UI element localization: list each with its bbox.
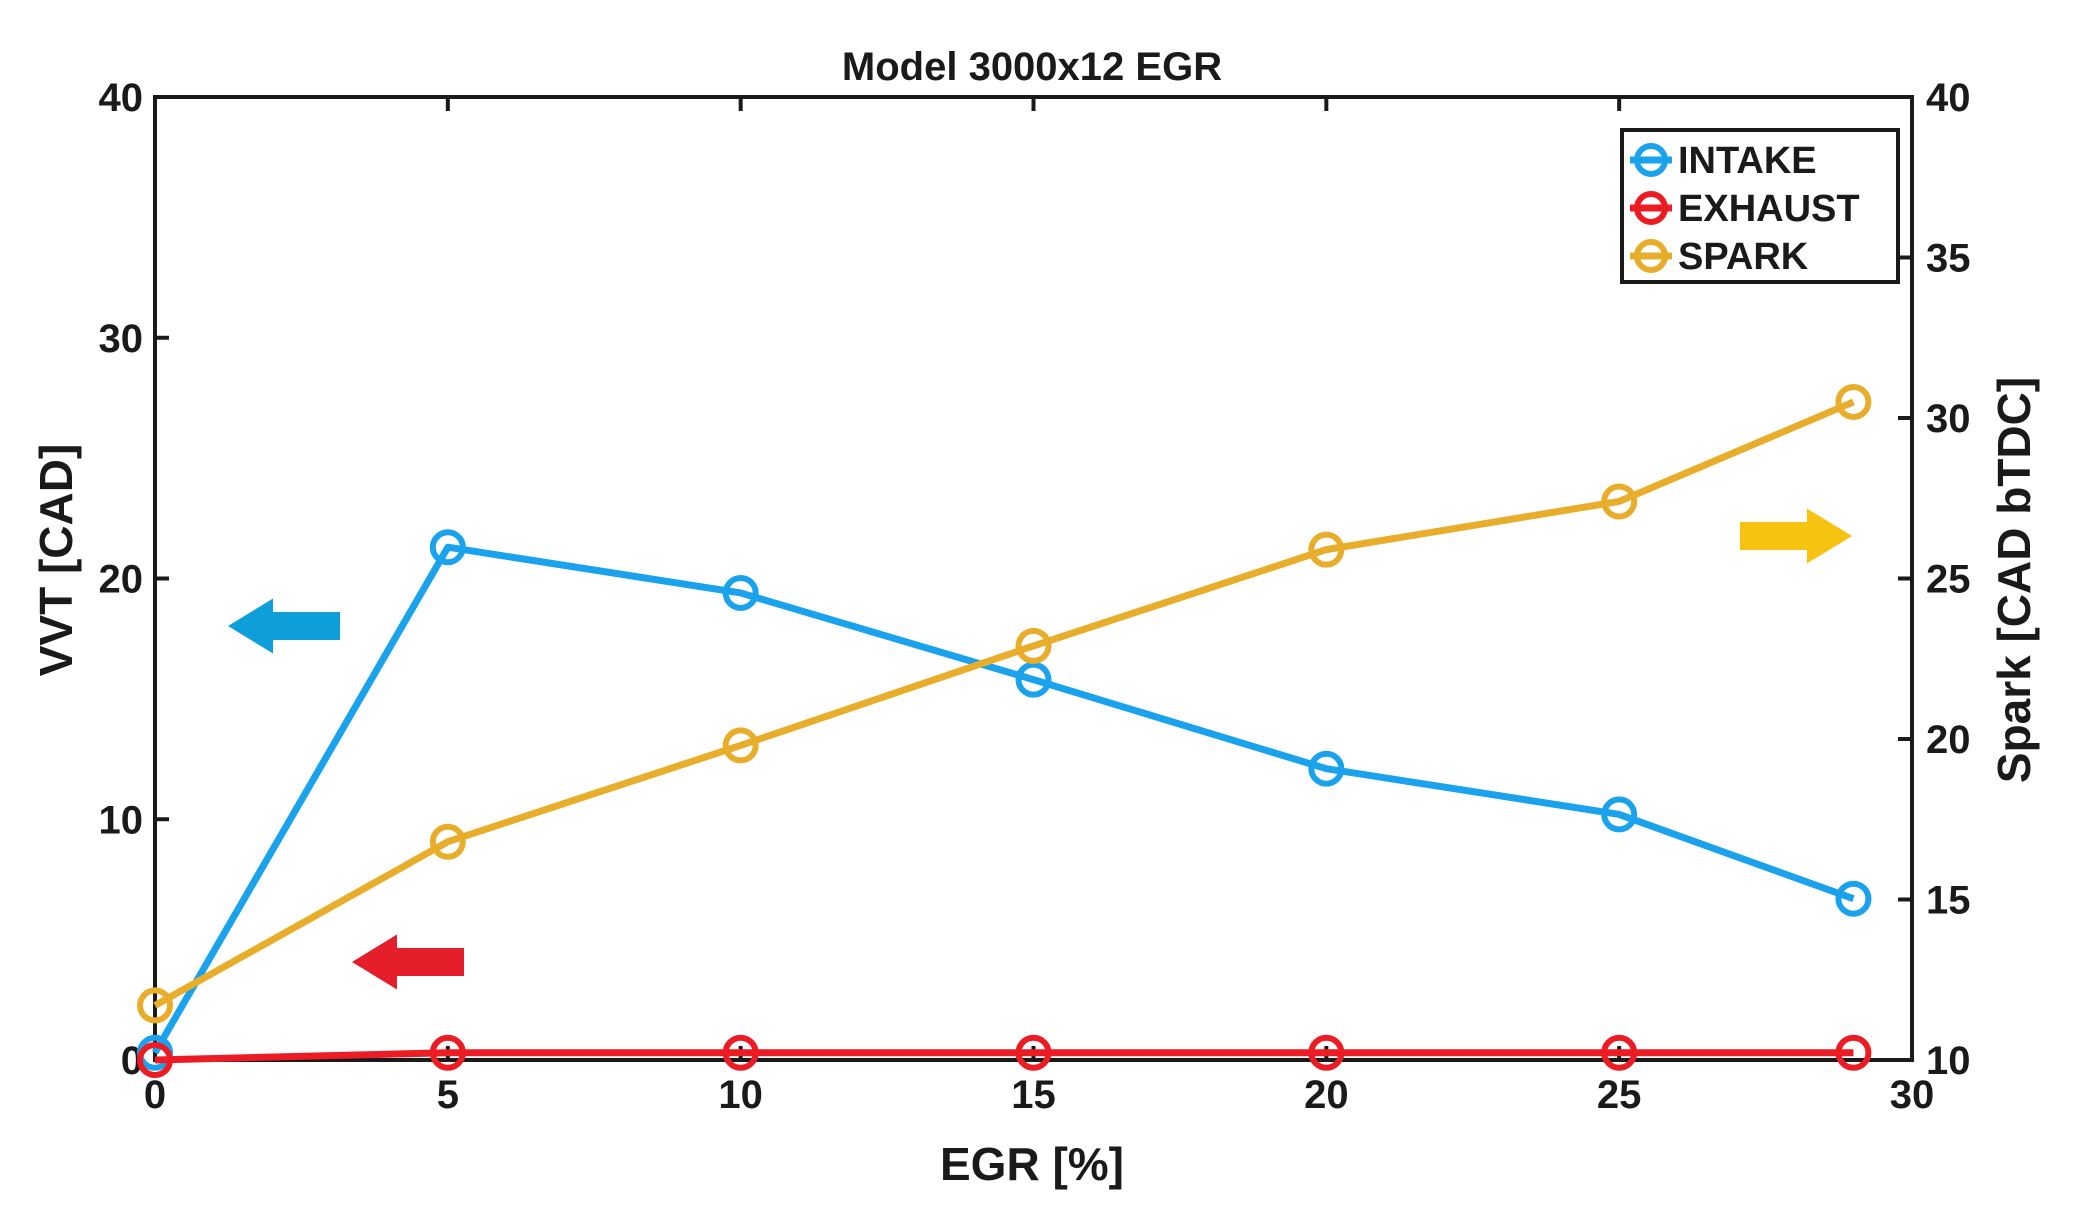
data-point bbox=[429, 823, 466, 860]
data-point bbox=[1015, 1034, 1052, 1071]
data-point bbox=[1601, 1034, 1638, 1071]
data-point bbox=[722, 727, 759, 764]
y-left-tick-label: 20 bbox=[99, 558, 144, 602]
data-point bbox=[1601, 483, 1638, 520]
x-tick-label: 25 bbox=[1597, 1073, 1642, 1117]
chart-title: Model 3000x12 EGR bbox=[842, 45, 1222, 89]
legend-label: EXHAUST bbox=[1678, 188, 1860, 230]
data-point bbox=[722, 1034, 759, 1071]
legend-label: INTAKE bbox=[1678, 140, 1817, 182]
series-line bbox=[153, 398, 1855, 1009]
data-point bbox=[1308, 750, 1345, 787]
data-point bbox=[1835, 880, 1872, 917]
legend-marker bbox=[1634, 191, 1668, 225]
series-exhaust bbox=[137, 1034, 1872, 1078]
x-tick-label: 5 bbox=[437, 1073, 459, 1117]
data-point bbox=[1835, 1034, 1872, 1071]
x-tick-label: 10 bbox=[718, 1073, 763, 1117]
y-right-tick-label: 25 bbox=[1926, 558, 1971, 602]
y-right-tick-label: 10 bbox=[1926, 1039, 1971, 1083]
y-right-axis-label: Spark [CAD bTDC] bbox=[1988, 377, 2040, 783]
series-spark bbox=[137, 383, 1872, 1024]
data-point bbox=[137, 1042, 173, 1078]
y-left-tick-label: 30 bbox=[99, 317, 144, 361]
data-point bbox=[1601, 796, 1638, 833]
series-intake bbox=[137, 529, 1872, 1071]
x-tick-label: 20 bbox=[1304, 1073, 1349, 1117]
legend-marker bbox=[1634, 239, 1668, 273]
y-right-tick-label: 15 bbox=[1926, 879, 1971, 923]
series-line bbox=[154, 1049, 1854, 1064]
data-point bbox=[137, 987, 173, 1024]
data-point bbox=[429, 529, 466, 566]
data-point bbox=[722, 574, 759, 611]
y-left-axis-label: VVT [CAD] bbox=[30, 444, 82, 677]
legend-entry-exhaust: EXHAUST bbox=[1630, 188, 1860, 230]
legend: INTAKE EXHAUST SPARK bbox=[1620, 128, 1900, 284]
y-right-tick-label: 20 bbox=[1926, 718, 1971, 762]
data-point bbox=[1835, 383, 1872, 420]
y-right-tick-label: 30 bbox=[1926, 397, 1971, 441]
legend-entry-spark: SPARK bbox=[1630, 236, 1809, 278]
x-axis-label: EGR [%] bbox=[940, 1138, 1124, 1190]
data-point bbox=[1308, 1034, 1345, 1071]
data-point bbox=[429, 1034, 466, 1071]
data-point bbox=[1308, 531, 1345, 568]
y-left-tick-label: 40 bbox=[99, 76, 144, 120]
data-point bbox=[1015, 627, 1052, 664]
y-right-tick-label: 40 bbox=[1926, 76, 1971, 120]
legend-marker bbox=[1634, 143, 1668, 177]
arrow-right-spark-icon bbox=[1740, 508, 1852, 564]
y-left-tick-label: 10 bbox=[99, 798, 144, 842]
data-point bbox=[1015, 661, 1052, 698]
series-layer bbox=[137, 383, 1872, 1078]
y-right-tick-label: 35 bbox=[1926, 237, 1971, 281]
x-tick-label: 15 bbox=[1011, 1073, 1056, 1117]
x-tick-label: 30 bbox=[1890, 1073, 1935, 1117]
series-line bbox=[151, 543, 1855, 1055]
arrow-left-intake-icon bbox=[228, 598, 340, 654]
x-tick-label: 0 bbox=[144, 1073, 166, 1117]
arrow-left-exhaust-icon bbox=[352, 934, 464, 990]
legend-label: SPARK bbox=[1678, 236, 1809, 278]
legend-entry-intake: INTAKE bbox=[1630, 140, 1817, 182]
annotation-arrows bbox=[228, 508, 1852, 990]
